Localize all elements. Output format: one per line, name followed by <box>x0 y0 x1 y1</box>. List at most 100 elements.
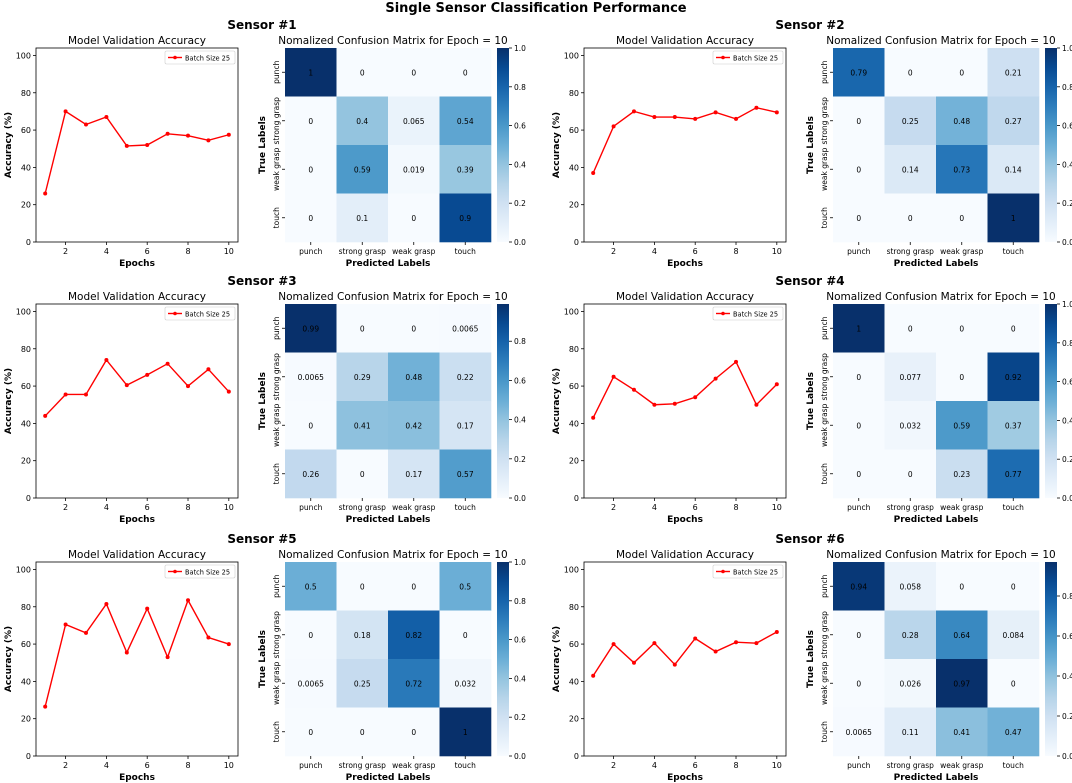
matrix-cell-value: 0.99 <box>302 324 319 333</box>
matrix-cell-value: 0 <box>959 68 964 77</box>
x-tick-label: strong grasp <box>887 761 935 770</box>
matrix-cell <box>336 707 389 757</box>
matrix-cell-value: 0 <box>411 214 416 223</box>
matrix-cell <box>388 610 440 660</box>
matrix-cell <box>439 707 492 757</box>
matrix-title: Nomalized Confusion Matrix for Epoch = 1… <box>826 549 1055 561</box>
y-tick-label: 60 <box>21 126 31 135</box>
x-tick-label: punch <box>299 247 322 256</box>
accuracy-point <box>206 138 211 143</box>
x-tick-label: strong grasp <box>339 247 387 256</box>
matrix-cell <box>336 659 389 708</box>
accuracy-point <box>591 170 596 175</box>
colorbar-tick-label: 0.8 <box>1062 339 1072 348</box>
y-tick-label: 0 <box>26 752 31 761</box>
accuracy-point <box>693 636 698 641</box>
matrix-cell <box>336 145 389 194</box>
y-tick-label: weak grasp <box>272 403 281 446</box>
matrix-cell <box>833 145 885 194</box>
matrix-cell-value: 1 <box>463 728 468 737</box>
legend-label: Batch Size 25 <box>185 568 230 576</box>
y-tick-label: strong grasp <box>272 97 281 145</box>
colorbar <box>1045 304 1057 498</box>
plot-area <box>583 47 787 243</box>
accuracy-point <box>104 357 109 362</box>
figure-title: Single Sensor Classification Performance <box>385 1 686 16</box>
y-tick-label: 40 <box>569 163 579 172</box>
accuracy-point <box>672 662 677 667</box>
matrix-cell-value: 0.17 <box>457 421 474 430</box>
matrix-cell-value: 0.0065 <box>298 679 324 688</box>
matrix-cell-value: 0.41 <box>354 421 371 430</box>
matrix-cell-value: 0 <box>959 214 964 223</box>
y-tick-label: 20 <box>21 457 31 466</box>
x-tick-label: 10 <box>224 503 234 512</box>
y-tick-label: punch <box>272 316 281 339</box>
accuracy-point <box>145 143 150 147</box>
matrix-cell <box>439 449 492 499</box>
line-chart-title: Model Validation Accuracy <box>616 549 754 561</box>
accuracy-point <box>713 649 718 654</box>
line-chart-title: Model Validation Accuracy <box>68 35 206 47</box>
x-tick-label: weak grasp <box>940 761 983 770</box>
accuracy-point <box>104 115 109 120</box>
colorbar-tick-label: 0.4 <box>1062 160 1072 169</box>
y-axis-label: True Labels <box>806 630 816 688</box>
y-tick-label: punch <box>820 574 829 597</box>
y-tick-label: 20 <box>21 715 31 724</box>
matrix-cell-value: 0 <box>1011 324 1016 333</box>
y-tick-label: strong grasp <box>820 611 829 659</box>
matrix-cell-value: 0 <box>856 470 861 479</box>
matrix-cell <box>439 401 492 450</box>
matrix-cell <box>285 401 337 450</box>
matrix-title: Nomalized Confusion Matrix for Epoch = 1… <box>278 35 507 47</box>
matrix-cell-value: 0 <box>959 373 964 382</box>
sensor-title: Sensor #3 <box>227 274 296 288</box>
matrix-cell <box>285 562 337 611</box>
matrix-cell <box>336 562 389 611</box>
accuracy-point <box>83 630 88 635</box>
matrix-cell-value: 0.065 <box>403 117 425 126</box>
matrix-cell <box>833 352 885 402</box>
x-tick-label: 8 <box>185 247 190 256</box>
confusion-matrix: Nomalized Confusion Matrix for Epoch = 1… <box>806 291 1072 525</box>
accuracy-point <box>83 122 88 127</box>
accuracy-point <box>226 132 231 137</box>
matrix-cell-value: 0 <box>463 68 468 77</box>
x-tick-label: 6 <box>693 503 698 512</box>
legend-box <box>712 306 784 321</box>
matrix-cell <box>336 610 389 660</box>
accuracy-point <box>63 109 68 114</box>
matrix-cell <box>388 304 440 353</box>
matrix-cell-value: 0.058 <box>900 582 922 591</box>
matrix-cell-value: 0 <box>360 470 365 479</box>
matrix-cell <box>884 449 937 499</box>
matrix-cell-value: 0 <box>411 728 416 737</box>
matrix-cell <box>936 659 988 708</box>
y-tick-label: weak grasp <box>820 661 829 704</box>
accuracy-series-line <box>592 631 778 677</box>
matrix-cell-value: 0.9 <box>459 214 471 223</box>
confusion-matrix: Nomalized Confusion Matrix for Epoch = 1… <box>806 35 1072 269</box>
y-tick-label: 80 <box>569 89 579 98</box>
matrix-title: Nomalized Confusion Matrix for Epoch = 1… <box>278 291 507 303</box>
matrix-cell <box>884 562 937 611</box>
matrix-cell <box>884 610 937 660</box>
matrix-cell <box>388 707 440 757</box>
accuracy-series-line <box>44 110 230 194</box>
matrix-cell <box>884 707 937 757</box>
matrix-cell-value: 0 <box>908 470 913 479</box>
matrix-cell-value: 0.77 <box>1005 470 1022 479</box>
matrix-cell-value: 0 <box>856 214 861 223</box>
legend-marker <box>173 311 177 316</box>
matrix-cell-value: 0.54 <box>457 117 474 126</box>
matrix-cell <box>336 449 389 499</box>
matrix-cell-value: 0.27 <box>1005 117 1022 126</box>
colorbar-tick-label: 0.0 <box>514 494 526 503</box>
accuracy-point <box>63 622 68 627</box>
y-tick-label: 80 <box>569 345 579 354</box>
accuracy-series-line <box>592 106 777 174</box>
matrix-cell <box>987 145 1040 194</box>
y-tick-label: strong grasp <box>272 353 281 401</box>
